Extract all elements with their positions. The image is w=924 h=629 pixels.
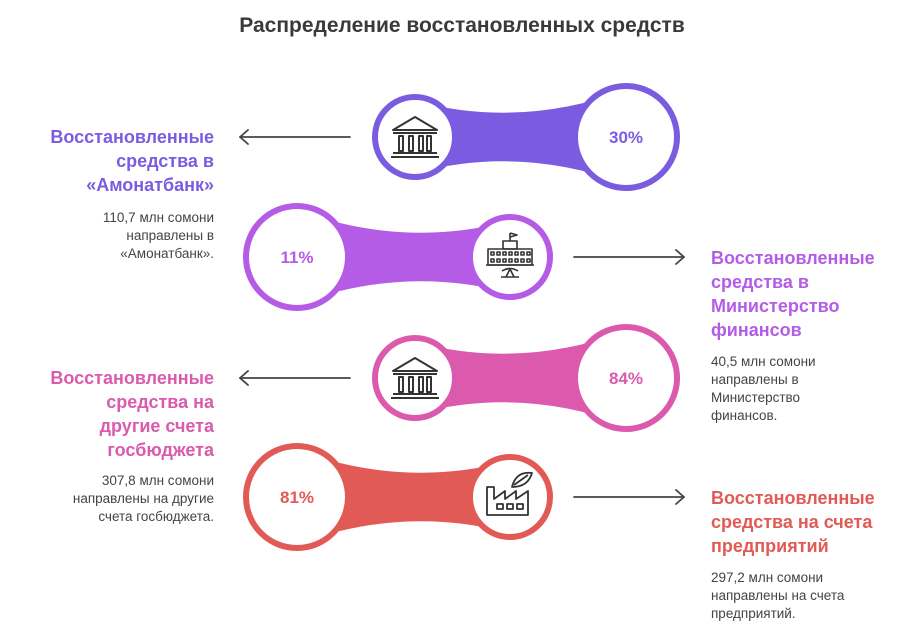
percent-label: 84% xyxy=(609,369,643,388)
row-1-desc-line: «Амонатбанк». xyxy=(120,246,214,261)
percent-circle xyxy=(243,203,351,311)
percent-circle xyxy=(572,324,680,432)
row-2-description: 40,5 млн сомони направлены в Министерств… xyxy=(711,353,911,425)
row-3-desc-line: направлены на другие xyxy=(72,491,214,506)
row-1-heading: Восстановленные средства в «Амонатбанк» xyxy=(20,125,214,197)
icon-circle xyxy=(467,454,553,540)
row-1-heading-line: Восстановленные xyxy=(50,127,214,147)
row-2-heading-line: финансов xyxy=(711,320,802,340)
percent-circle xyxy=(243,443,351,551)
row-1-heading-line: средства в xyxy=(116,151,214,171)
row-2-heading: Восстановленные средства в Министерство … xyxy=(711,246,911,342)
row-2-desc-line: направлены в xyxy=(711,372,799,387)
percent-label: 30% xyxy=(609,128,643,147)
row-1-desc-line: направлены в xyxy=(126,228,214,243)
percent-label: 11% xyxy=(280,248,313,267)
bank-icon xyxy=(391,357,439,399)
row-4-heading: Восстановленные средства на счета предпр… xyxy=(711,486,911,558)
row-4-desc-line: предприятий. xyxy=(711,606,796,621)
row-4-desc-line: 297,2 млн сомони xyxy=(711,570,824,585)
percent-label: 81% xyxy=(280,488,314,507)
row-1-description: 110,7 млн сомони направлены в «Амонатбан… xyxy=(20,209,214,263)
row-4-heading-line: предприятий xyxy=(711,536,829,556)
row-4-desc-line: направлены на счета xyxy=(711,588,845,603)
row-2-heading-line: Восстановленные xyxy=(711,248,875,268)
row-1-desc-line: 110,7 млн сомони xyxy=(102,210,214,225)
row-1-graphic: 30% xyxy=(239,83,680,191)
row-2-heading-line: Министерство xyxy=(711,296,840,316)
page-title: Распределение восстановленных средств xyxy=(239,14,685,37)
row-3-description: 307,8 млн сомони направлены на другие сч… xyxy=(20,472,214,526)
arrow-right-icon xyxy=(573,249,685,265)
row-4-graphic: 81% xyxy=(243,443,685,551)
government-building-icon xyxy=(486,232,534,278)
row-3-heading-line: госбюджета xyxy=(107,440,214,460)
factory-icon xyxy=(486,471,533,516)
icon-circle xyxy=(372,94,458,180)
row-4-heading-line: Восстановленные xyxy=(711,488,875,508)
connector-band xyxy=(297,450,510,544)
row-1-heading-line: «Амонатбанк» xyxy=(86,175,214,195)
row-3-heading-line: другие счета xyxy=(99,416,214,436)
row-2-desc-line: 40,5 млн сомони xyxy=(711,354,816,369)
connector-band xyxy=(415,90,626,184)
arrow-left-icon xyxy=(239,370,351,386)
row-2-desc-line: Министерство xyxy=(711,390,801,405)
row-3-heading: Восстановленные средства на другие счета… xyxy=(20,366,214,462)
row-4-heading-line: средства на счета xyxy=(711,512,873,532)
row-3-graphic: 84% xyxy=(239,324,680,432)
icon-circle xyxy=(372,335,458,421)
connector-band xyxy=(415,331,626,425)
connector-band xyxy=(297,210,510,304)
row-4-description: 297,2 млн сомони направлены на счета пре… xyxy=(711,569,911,623)
row-3-desc-line: 307,8 млн сомони xyxy=(101,473,214,488)
icon-circle xyxy=(467,214,553,300)
percent-circle xyxy=(572,83,680,191)
row-2-graphic: 11% xyxy=(243,203,685,311)
row-3-desc-line: счета госбюджета. xyxy=(98,509,214,524)
arrow-right-icon xyxy=(573,489,685,505)
row-3-heading-line: Восстановленные xyxy=(50,368,214,388)
arrow-left-icon xyxy=(239,129,351,145)
row-2-desc-line: финансов. xyxy=(711,408,778,423)
row-2-heading-line: средства в xyxy=(711,272,809,292)
row-3-heading-line: средства на xyxy=(106,392,214,412)
bank-icon xyxy=(391,116,439,158)
